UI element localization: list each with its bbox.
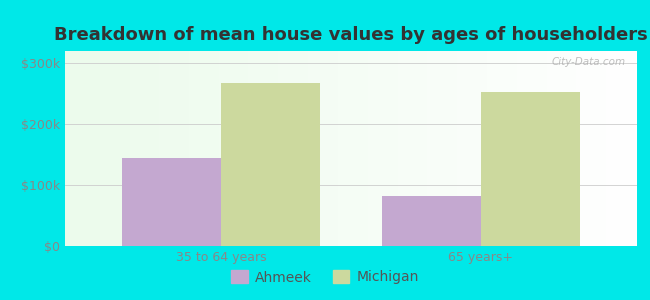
Bar xyxy=(221,83,320,246)
Legend: Ahmeek, Michigan: Ahmeek, Michigan xyxy=(226,265,424,290)
Text: City-Data.com: City-Data.com xyxy=(551,57,625,67)
Bar xyxy=(481,92,580,246)
Bar xyxy=(382,196,481,246)
Title: Breakdown of mean house values by ages of householders: Breakdown of mean house values by ages o… xyxy=(54,26,648,44)
Bar xyxy=(122,158,221,246)
